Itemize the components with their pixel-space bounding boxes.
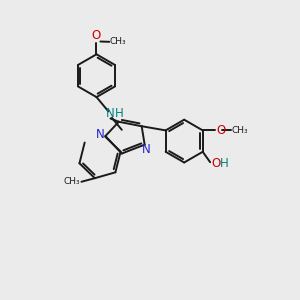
Text: CH₃: CH₃ [110, 37, 127, 46]
Text: O: O [217, 124, 226, 137]
Text: N: N [142, 143, 151, 156]
Text: N: N [96, 128, 104, 141]
Text: H: H [115, 107, 124, 120]
Text: O: O [92, 29, 101, 42]
Text: H: H [220, 157, 228, 170]
Text: CH₃: CH₃ [64, 177, 80, 186]
Text: N: N [106, 106, 114, 120]
Text: CH₃: CH₃ [231, 126, 248, 135]
Text: O: O [211, 157, 220, 170]
